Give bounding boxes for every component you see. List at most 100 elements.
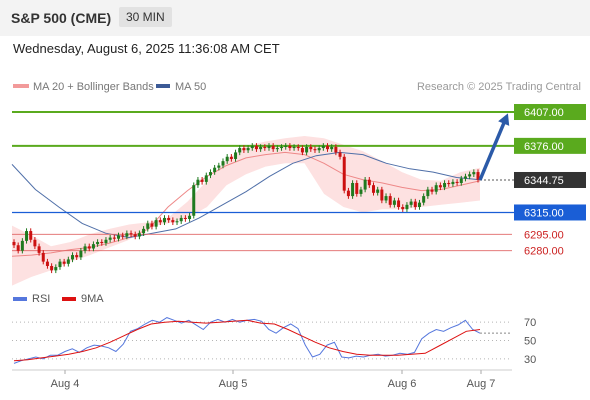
candle	[16, 245, 20, 251]
candle	[246, 148, 250, 151]
candle	[121, 235, 125, 237]
candle	[158, 220, 162, 223]
candle	[384, 196, 388, 201]
candle	[150, 223, 154, 227]
candle	[108, 237, 112, 240]
x-tick-label: Aug 5	[219, 378, 248, 390]
candle	[371, 185, 375, 193]
resistance-label-box	[514, 137, 586, 154]
candle	[463, 176, 467, 179]
candle	[41, 252, 45, 262]
candle	[71, 255, 75, 260]
candle	[288, 145, 292, 149]
candle	[422, 196, 426, 203]
candle	[204, 175, 208, 182]
support-label: 6280.00	[524, 246, 564, 258]
candle	[351, 182, 355, 197]
candle	[45, 261, 49, 266]
candle	[284, 145, 288, 147]
candle	[305, 146, 309, 153]
candle	[217, 165, 221, 168]
candle	[363, 179, 367, 190]
candle	[162, 217, 166, 223]
candle	[221, 161, 225, 166]
candle	[275, 148, 279, 150]
candle	[459, 178, 463, 183]
candle	[183, 217, 187, 220]
candle	[367, 179, 371, 186]
candle	[20, 240, 24, 251]
current-price-box	[514, 171, 586, 188]
candle	[37, 246, 41, 253]
candle	[234, 152, 238, 159]
candle	[271, 145, 275, 150]
candle	[330, 146, 334, 150]
candle	[154, 220, 158, 227]
candle	[355, 182, 359, 194]
candle	[296, 146, 300, 149]
candle	[25, 231, 29, 241]
timestamp: Wednesday, August 6, 2025 11:36:08 AM CE…	[13, 41, 280, 56]
candle	[188, 215, 192, 220]
candle	[447, 182, 451, 185]
resistance-label-box	[514, 104, 586, 121]
candle	[192, 185, 196, 216]
candle	[346, 190, 350, 197]
candle	[29, 231, 33, 240]
candle	[434, 185, 438, 192]
candle	[342, 156, 346, 191]
candle	[66, 259, 70, 264]
chart-header	[0, 0, 590, 36]
bollinger-legend-label: MA 20 + Bollinger Bands	[33, 81, 154, 93]
timeframe-button[interactable]: 30 MIN	[119, 7, 172, 27]
rsi-tick-label: 30	[524, 354, 536, 366]
candle	[87, 246, 91, 249]
candle	[208, 172, 212, 176]
candle	[388, 196, 392, 205]
candle	[254, 145, 258, 150]
candle	[117, 235, 121, 239]
candle	[426, 189, 430, 197]
candle	[100, 241, 104, 244]
candle	[33, 239, 37, 247]
rsi-tick-label: 50	[524, 336, 536, 348]
candle	[171, 220, 175, 223]
candle	[334, 146, 338, 153]
rsi-ma-line	[13, 319, 481, 362]
candle	[317, 148, 321, 151]
x-tick-label: Aug 6	[388, 378, 417, 390]
candle	[259, 146, 263, 150]
candle	[167, 217, 171, 221]
candle	[242, 148, 246, 151]
candle	[443, 182, 447, 188]
candle	[196, 179, 200, 186]
instrument-title: S&P 500 (CME)	[11, 10, 112, 26]
candle	[175, 221, 179, 223]
support-label: 6295.00	[524, 229, 564, 241]
candle	[137, 233, 141, 237]
candle	[476, 172, 480, 180]
candle	[397, 200, 401, 208]
candle	[401, 207, 405, 210]
rsi-line	[13, 317, 481, 364]
bollinger-band	[12, 136, 480, 286]
ma50-legend-label: MA 50	[175, 81, 206, 93]
candle	[292, 146, 296, 149]
resistance-label: 6376.00	[524, 141, 564, 153]
candle	[50, 265, 54, 271]
candle	[405, 204, 409, 210]
rsi-tick-label: 70	[524, 317, 536, 329]
candle	[104, 239, 108, 244]
candle	[326, 145, 330, 150]
candle	[280, 146, 284, 149]
ma50-line	[11, 151, 481, 239]
candle	[376, 189, 380, 193]
candle	[392, 200, 396, 205]
x-tick-label: Aug 7	[467, 378, 496, 390]
candle	[146, 223, 150, 229]
candle	[125, 233, 129, 237]
candle	[250, 145, 254, 149]
rsi-ma-legend-label: 9MA	[81, 293, 104, 305]
rsi-legend-swatch	[13, 297, 27, 301]
